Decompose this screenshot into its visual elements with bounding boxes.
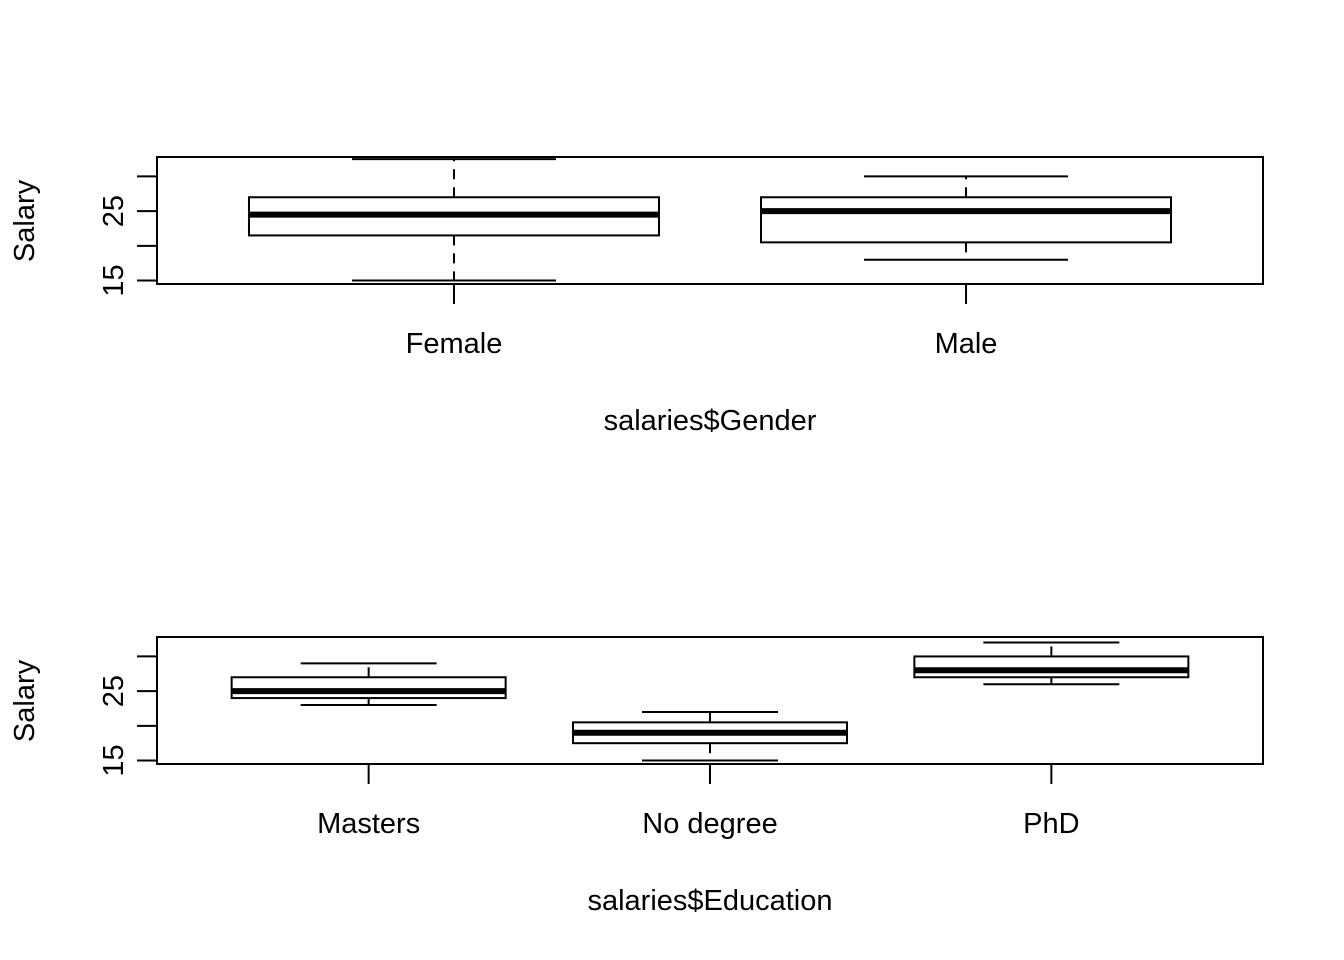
- y-tick-label-15: 15: [98, 744, 130, 776]
- y-tick-label-25: 25: [98, 675, 130, 707]
- iqr-box: [230, 676, 507, 700]
- box-masters: [230, 662, 507, 707]
- y-axis-title-education: Salary: [9, 659, 41, 742]
- x-axis-gender: Female Male: [406, 284, 998, 360]
- box-phd: [913, 641, 1190, 686]
- x-axis-title-education: salaries$Education: [587, 885, 832, 917]
- box-male: [760, 175, 1173, 261]
- boxes-gender: [247, 158, 1173, 282]
- iqr-box: [913, 655, 1190, 679]
- x-tick-label-masters: Masters: [317, 808, 420, 840]
- y-tick-label-25: 25: [98, 195, 130, 227]
- x-tick-label-male: Male: [935, 328, 998, 360]
- x-tick-label-female: Female: [406, 328, 503, 360]
- x-axis-title-gender: salaries$Gender: [604, 405, 817, 437]
- box-female: [247, 158, 660, 282]
- x-tick-label-phd: PhD: [1023, 808, 1079, 840]
- box-no-degree: [572, 710, 848, 762]
- y-axis-title-gender: Salary: [9, 179, 41, 262]
- x-axis-education: Masters No degree PhD: [317, 764, 1080, 840]
- y-tick-label-15: 15: [98, 264, 130, 296]
- iqr-box: [760, 196, 1173, 244]
- boxes-education: [230, 641, 1190, 762]
- x-tick-label-no-degree: No degree: [642, 808, 777, 840]
